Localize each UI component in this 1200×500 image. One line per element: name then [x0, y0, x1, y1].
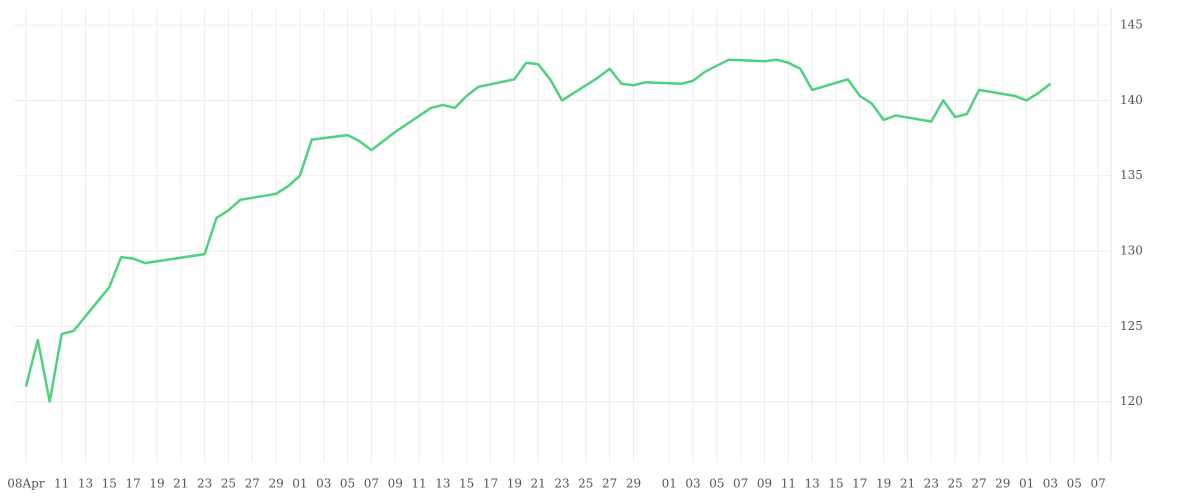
x-tick-label: 25: [578, 477, 593, 491]
x-tick-label: 08Apr: [7, 477, 45, 491]
x-tick-label: 15: [828, 477, 843, 491]
x-tick-label: 03: [316, 477, 331, 491]
x-tick-label: 21: [531, 477, 546, 491]
x-tick-label: 01: [1019, 477, 1034, 491]
x-tick-label: 05: [1067, 477, 1082, 491]
x-tick-label: 25: [221, 477, 236, 491]
x-tick-label: 05: [340, 477, 355, 491]
x-tick-label: 29: [995, 477, 1010, 491]
x-tick-label: 21: [173, 477, 188, 491]
x-tick-label: 03: [685, 477, 700, 491]
x-tick-label: 09: [757, 477, 772, 491]
x-tick-label: 27: [245, 477, 260, 491]
x-tick-label: 23: [197, 477, 212, 491]
x-tick-label: 11: [54, 477, 69, 491]
x-tick-label: 07: [364, 477, 379, 491]
x-tick-label: 23: [554, 477, 569, 491]
x-tick-label: 07: [1090, 477, 1105, 491]
y-tick-label: 135: [1120, 168, 1143, 182]
x-tick-label: 01: [292, 477, 307, 491]
x-tick-label: 11: [411, 477, 426, 491]
x-tick-label: 15: [459, 477, 474, 491]
x-tick-label: 13: [435, 477, 450, 491]
y-tick-label: 140: [1120, 93, 1143, 107]
y-tick-label: 125: [1120, 319, 1143, 333]
x-tick-label: 07: [733, 477, 748, 491]
x-tick-label: 15: [102, 477, 117, 491]
x-tick-label: 09: [388, 477, 403, 491]
x-tick-label: 19: [876, 477, 891, 491]
x-tick-label: 23: [924, 477, 939, 491]
x-tick-label: 17: [483, 477, 498, 491]
x-tick-label: 13: [805, 477, 820, 491]
x-tick-label: 19: [149, 477, 164, 491]
x-tick-label: 19: [507, 477, 522, 491]
price-line: [24, 58, 1052, 403]
x-tick-label: 17: [125, 477, 140, 491]
x-tick-label: 13: [78, 477, 93, 491]
y-tick-label: 130: [1120, 244, 1143, 258]
x-tick-label: 25: [947, 477, 962, 491]
x-tick-label: 17: [852, 477, 867, 491]
x-tick-label: 29: [268, 477, 283, 491]
x-tick-label: 03: [1043, 477, 1058, 491]
y-tick-label: 145: [1120, 18, 1143, 32]
y-tick-label: 120: [1120, 394, 1143, 408]
x-tick-label: 27: [971, 477, 986, 491]
x-tick-label: 27: [602, 477, 617, 491]
x-tick-label: 29: [626, 477, 641, 491]
x-tick-label: 21: [900, 477, 915, 491]
x-tick-label: 05: [709, 477, 724, 491]
x-tick-label: 01: [662, 477, 677, 491]
x-tick-label: 11: [781, 477, 796, 491]
